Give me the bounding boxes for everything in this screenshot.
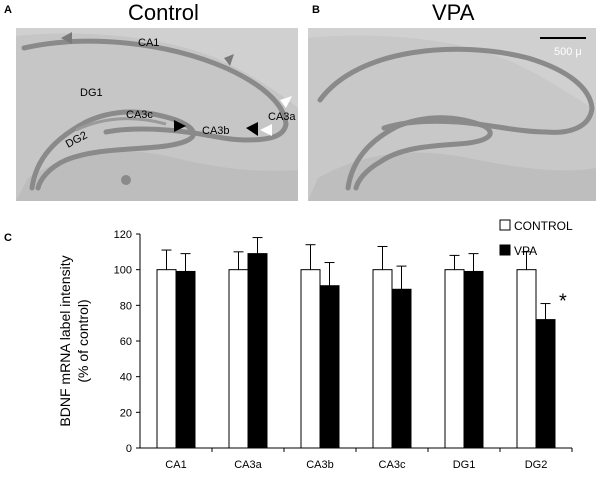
- panel-a-title: Control: [128, 0, 199, 25]
- y-tick-label: 60: [120, 336, 132, 348]
- ca1-label: CA1: [138, 37, 159, 49]
- ca3c-label: CA3c: [126, 109, 153, 121]
- y-axis-label-line1: BDNF mRNA label intensity: [57, 255, 73, 426]
- x-tick-label: CA1: [165, 459, 186, 471]
- x-tick-label: DG2: [525, 459, 548, 471]
- x-tick-label: CA3b: [306, 459, 334, 471]
- bar-control-ca3b: [300, 269, 321, 449]
- bar-vpa-ca1: [175, 270, 196, 449]
- legend-label-vpa: VPA: [514, 244, 537, 258]
- y-tick-label: 120: [114, 229, 132, 241]
- control-micrograph: CA1 DG1 CA3c CA3b CA3a DG2: [16, 28, 298, 201]
- bar-control-ca3c: [372, 269, 393, 449]
- vpa-micrograph: 500 μ: [308, 28, 596, 201]
- bar-control-ca3a: [228, 269, 249, 449]
- scale-bar-label: 500 μ: [554, 46, 582, 58]
- legend-swatch-control: [499, 219, 511, 231]
- x-tick-label: CA3c: [379, 459, 406, 471]
- y-axis-label-line2: (% of control): [75, 299, 91, 382]
- ca3b-label: CA3b: [202, 125, 230, 137]
- panel-a-letter: A: [4, 4, 12, 16]
- y-tick-label: 20: [120, 407, 132, 419]
- bar-vpa-ca3c: [391, 288, 412, 449]
- bar-vpa-ca3a: [247, 253, 268, 449]
- panel-b-letter: B: [312, 4, 320, 16]
- ca3a-label: CA3a: [268, 111, 296, 123]
- legend-swatch-vpa: [499, 244, 511, 256]
- bdnf-bar-chart: 0 20 40 60 80 100 120 CA1 CA3a CA3b CA3c DG1 DG2 BD…: [57, 219, 573, 471]
- y-tick-label: 40: [120, 372, 132, 384]
- bar-control-ca1: [156, 269, 177, 449]
- x-tick-label: DG1: [453, 459, 476, 471]
- significance-marker: *: [559, 291, 567, 313]
- y-tick-label: 80: [120, 300, 132, 312]
- panel-b-title: VPA: [432, 0, 475, 25]
- bar-vpa-ca3b: [319, 285, 340, 449]
- bar-vpa-dg1: [463, 270, 484, 449]
- panel-c-letter: C: [4, 232, 12, 244]
- bar-control-dg2: [516, 269, 537, 449]
- x-tick-label: CA3a: [234, 459, 262, 471]
- bar-control-dg1: [444, 269, 465, 449]
- y-tick-label: 0: [126, 443, 132, 455]
- legend-label-control: CONTROL: [514, 219, 573, 233]
- y-tick-label: 100: [114, 265, 132, 277]
- dg1-label: DG1: [80, 87, 103, 99]
- bar-vpa-dg2: [535, 319, 556, 449]
